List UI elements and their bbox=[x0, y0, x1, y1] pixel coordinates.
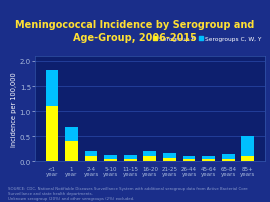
Legend: Serogroup B, Serogroups C, W, Y: Serogroup B, Serogroups C, W, Y bbox=[153, 36, 262, 41]
Text: Meningococcal Incidence by Serogroup and
Age-Group, 2006-2015: Meningococcal Incidence by Serogroup and… bbox=[15, 20, 255, 43]
Bar bbox=[104, 159, 117, 162]
Bar bbox=[202, 156, 215, 160]
Bar bbox=[163, 153, 176, 158]
Bar bbox=[241, 157, 254, 162]
Bar bbox=[124, 159, 137, 162]
Bar bbox=[85, 157, 97, 162]
Y-axis label: Incidence per 100,000: Incidence per 100,000 bbox=[11, 72, 17, 146]
Bar bbox=[143, 152, 156, 157]
Bar bbox=[163, 158, 176, 162]
Bar bbox=[143, 157, 156, 162]
Bar bbox=[85, 152, 97, 157]
Bar bbox=[124, 156, 137, 159]
Bar bbox=[65, 142, 78, 162]
Bar bbox=[222, 159, 235, 162]
Bar bbox=[104, 156, 117, 159]
Bar bbox=[46, 107, 58, 162]
Text: SOURCE: CDC, National Notifiable Diseases Surveillance System with additional se: SOURCE: CDC, National Notifiable Disease… bbox=[8, 186, 248, 200]
Bar bbox=[241, 137, 254, 157]
Bar bbox=[202, 160, 215, 162]
Bar bbox=[222, 154, 235, 159]
Bar bbox=[183, 160, 195, 162]
Bar bbox=[65, 128, 78, 142]
Bar bbox=[183, 156, 195, 160]
Bar bbox=[46, 70, 58, 107]
